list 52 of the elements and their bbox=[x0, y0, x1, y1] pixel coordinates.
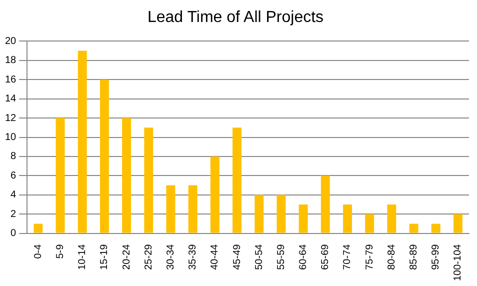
y-tick-label: 20 bbox=[5, 36, 17, 47]
bar bbox=[122, 118, 132, 233]
y-tick-label: 6 bbox=[10, 170, 17, 182]
y-tick-label: 8 bbox=[10, 151, 17, 162]
x-tick-label: 100-104 bbox=[452, 244, 464, 282]
y-tick-label: 0 bbox=[10, 228, 17, 240]
bar bbox=[254, 194, 264, 233]
x-tick-label: 25-29 bbox=[143, 244, 154, 270]
bar bbox=[431, 224, 440, 233]
bar bbox=[453, 214, 462, 233]
bar bbox=[276, 194, 286, 233]
x-tick-label: 30-34 bbox=[165, 244, 176, 270]
bar bbox=[343, 204, 352, 233]
bar bbox=[409, 224, 418, 233]
x-tick-label: 50-54 bbox=[254, 244, 265, 270]
x-tick-label: 20-24 bbox=[121, 244, 132, 270]
x-tick-label: 60-64 bbox=[298, 244, 310, 270]
x-tick-label: 15-19 bbox=[99, 244, 110, 270]
y-tick-label: 16 bbox=[5, 74, 17, 86]
bar bbox=[365, 214, 374, 233]
x-tick-label: 5-9 bbox=[55, 244, 66, 259]
bar bbox=[166, 185, 176, 233]
y-tick-label: 10 bbox=[5, 132, 17, 143]
bar bbox=[34, 224, 43, 233]
x-tick-label: 45-49 bbox=[232, 244, 243, 270]
y-tick-label: 2 bbox=[10, 208, 17, 220]
y-tick-label: 12 bbox=[5, 112, 17, 124]
x-tick-label: 75-79 bbox=[364, 244, 376, 270]
y-tick-label: 18 bbox=[5, 55, 17, 66]
x-tick-label: 0-4 bbox=[32, 244, 44, 259]
bar bbox=[188, 185, 198, 233]
bar bbox=[320, 176, 330, 233]
x-tick-label: 70-74 bbox=[342, 244, 354, 270]
bar bbox=[210, 156, 220, 233]
x-tick-label: 55-59 bbox=[276, 244, 287, 270]
bar bbox=[232, 128, 242, 233]
chart-title: Lead Time of All Projects bbox=[147, 9, 324, 26]
y-tick-label: 14 bbox=[5, 94, 17, 105]
bar bbox=[387, 204, 396, 233]
bar bbox=[100, 80, 109, 233]
bar bbox=[144, 128, 154, 233]
bar bbox=[56, 118, 65, 233]
x-tick-label: 65-69 bbox=[320, 244, 332, 270]
bar bbox=[78, 50, 87, 233]
x-tick-label: 35-39 bbox=[188, 244, 199, 270]
x-tick-label: 80-84 bbox=[386, 244, 398, 270]
x-tick-label: 85-89 bbox=[408, 244, 420, 270]
x-tick-label: 10-14 bbox=[77, 244, 88, 270]
bar bbox=[298, 204, 308, 233]
y-tick-label: 4 bbox=[10, 190, 17, 201]
x-tick-label: 95-99 bbox=[430, 244, 442, 270]
x-tick-label: 40-44 bbox=[210, 244, 221, 270]
